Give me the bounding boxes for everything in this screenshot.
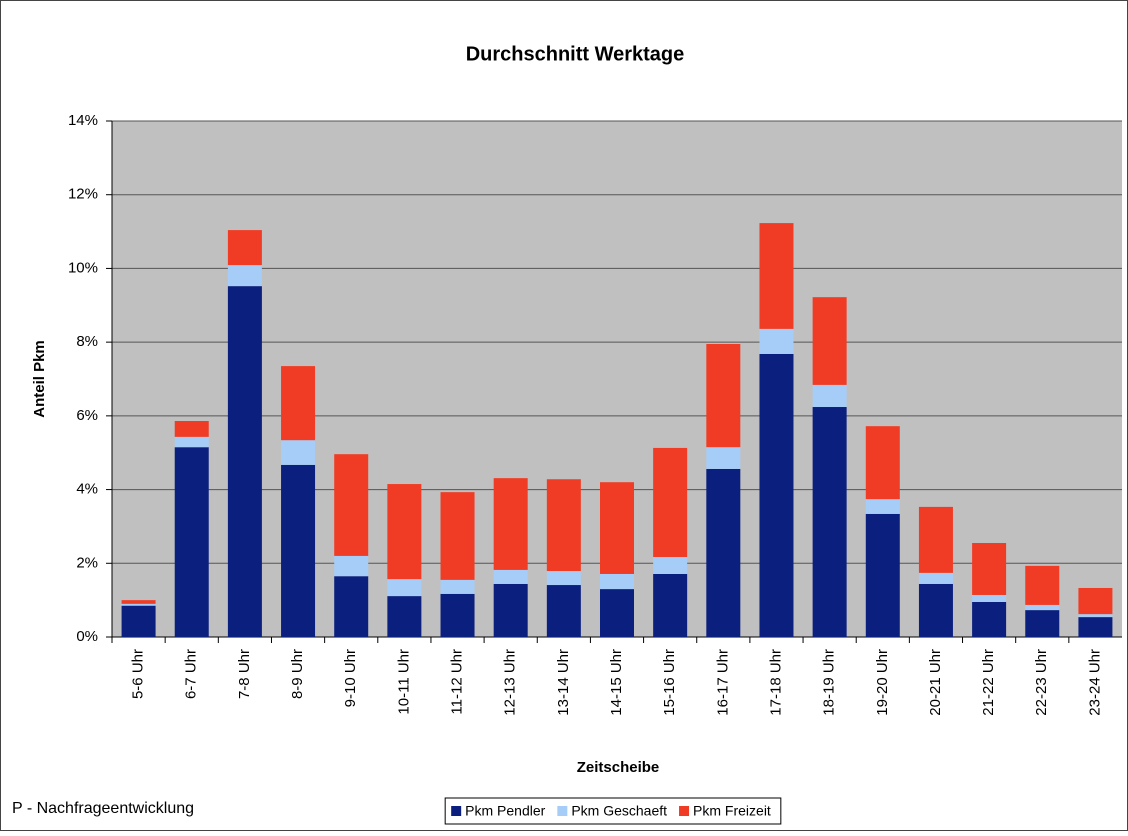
x-tick-label: 21-22 Uhr — [980, 649, 997, 716]
bar-segment — [546, 585, 581, 637]
bar-segment — [812, 297, 847, 385]
footer: P - Nachfrageentwicklung — [12, 800, 194, 817]
y-tick-label: 4% — [76, 481, 98, 498]
x-tick-label: 9-10 Uhr — [342, 649, 359, 707]
bar-segment — [281, 464, 316, 637]
bar-segment — [334, 454, 369, 556]
bar-segment — [653, 573, 688, 637]
y-tick-label: 10% — [68, 259, 98, 276]
x-tick-label: 15-16 Uhr — [661, 649, 678, 716]
bar-segment — [227, 286, 262, 637]
bar-segment — [440, 492, 475, 580]
bar-segment — [440, 579, 475, 594]
bar-segment — [174, 447, 209, 637]
bar-segment — [546, 479, 581, 572]
bar-segment — [972, 601, 1007, 637]
x-tick-label: 5-6 Uhr — [130, 649, 147, 699]
bar-segment — [546, 571, 581, 586]
y-tick-label: 14% — [68, 112, 98, 129]
legend-swatch — [679, 806, 690, 816]
x-tick-label: 11-12 Uhr — [448, 649, 465, 715]
y-tick-label: 6% — [76, 407, 98, 424]
legend-label: Pkm Pendler — [465, 803, 545, 819]
bar-segment — [334, 576, 369, 637]
bar-segment — [493, 583, 528, 637]
bar-segment — [121, 603, 156, 606]
bar-segment — [759, 328, 794, 354]
bar-segment — [1025, 565, 1060, 605]
bar-segment — [759, 353, 794, 637]
bar-segment — [1025, 610, 1060, 637]
y-tick-label: 0% — [76, 628, 98, 645]
bar-segment — [812, 407, 847, 637]
chart-title: Durchschnitt Werktage — [466, 43, 685, 65]
bar-segment — [759, 223, 794, 329]
legend-swatch — [557, 806, 568, 816]
bar-segment — [918, 572, 953, 584]
x-tick-label: 23-24 Uhr — [1086, 649, 1103, 716]
x-tick-label: 14-15 Uhr — [608, 649, 625, 716]
bar-segment — [653, 557, 688, 574]
legend-swatch — [451, 806, 462, 816]
bar-segment — [1078, 617, 1113, 637]
bar-segment — [1025, 604, 1060, 611]
y-axis-label: Anteil Pkm — [31, 340, 48, 418]
bar-segment — [600, 482, 634, 574]
bar-segment — [227, 265, 262, 287]
bar-segment — [600, 573, 634, 590]
x-tick-label: 19-20 Uhr — [874, 649, 891, 716]
x-tick-label: 10-11 Uhr — [395, 649, 412, 715]
x-tick-label: 12-13 Uhr — [502, 649, 519, 716]
x-tick-label: 18-19 Uhr — [821, 649, 838, 716]
bar-segment — [918, 583, 953, 637]
y-tick-label: 2% — [76, 554, 98, 571]
x-tick-label: 17-18 Uhr — [767, 649, 784, 716]
bar-segment — [706, 343, 741, 448]
bar-segment — [334, 555, 369, 577]
bar-segment — [174, 436, 209, 448]
bar-segment — [387, 596, 422, 637]
bar-segment — [653, 447, 688, 558]
bar-segment — [121, 600, 156, 604]
legend-label: Pkm Geschaeft — [571, 803, 667, 819]
bar-segment — [387, 484, 422, 580]
x-tick-label: 6-7 Uhr — [183, 649, 200, 699]
legend-label: Pkm Freizeit — [693, 803, 771, 819]
bar-segment — [1078, 614, 1113, 618]
legend: Pkm Pendler Pkm Geschaeft Pkm Freizeit — [444, 797, 782, 825]
x-tick-label: 20-21 Uhr — [927, 649, 944, 716]
x-tick-label: 8-9 Uhr — [289, 649, 306, 699]
bar-segment — [493, 569, 528, 584]
bar-segment — [281, 366, 316, 441]
bar-segment — [440, 593, 475, 637]
bar-segment — [865, 513, 900, 637]
x-tick-label: 16-17 Uhr — [714, 649, 731, 716]
x-tick-label: 7-8 Uhr — [236, 649, 253, 699]
legend-box — [444, 797, 782, 825]
bar-segment — [387, 579, 422, 597]
bar-segment — [600, 589, 634, 637]
bar-segment — [121, 605, 156, 637]
bar-segment — [972, 543, 1007, 595]
bar-segment — [1078, 587, 1113, 615]
y-tick-label: 12% — [68, 186, 98, 203]
bar-segment — [865, 426, 900, 500]
x-tick-label: 13-14 Uhr — [555, 649, 572, 716]
bar-segment — [706, 447, 741, 469]
y-tick-label: 8% — [76, 333, 98, 350]
bar-segment — [493, 478, 528, 570]
bar-segment — [281, 440, 316, 465]
bar-segment — [706, 468, 741, 637]
bar-segment — [918, 506, 953, 573]
bar-segment — [812, 384, 847, 408]
bar-segment — [972, 594, 1007, 602]
x-axis-label: Zeitscheibe — [577, 759, 660, 776]
bar-segment — [865, 499, 900, 514]
bar-segment — [174, 421, 209, 437]
bar-segment — [227, 230, 262, 266]
x-tick-label: 22-23 Uhr — [1033, 649, 1050, 716]
